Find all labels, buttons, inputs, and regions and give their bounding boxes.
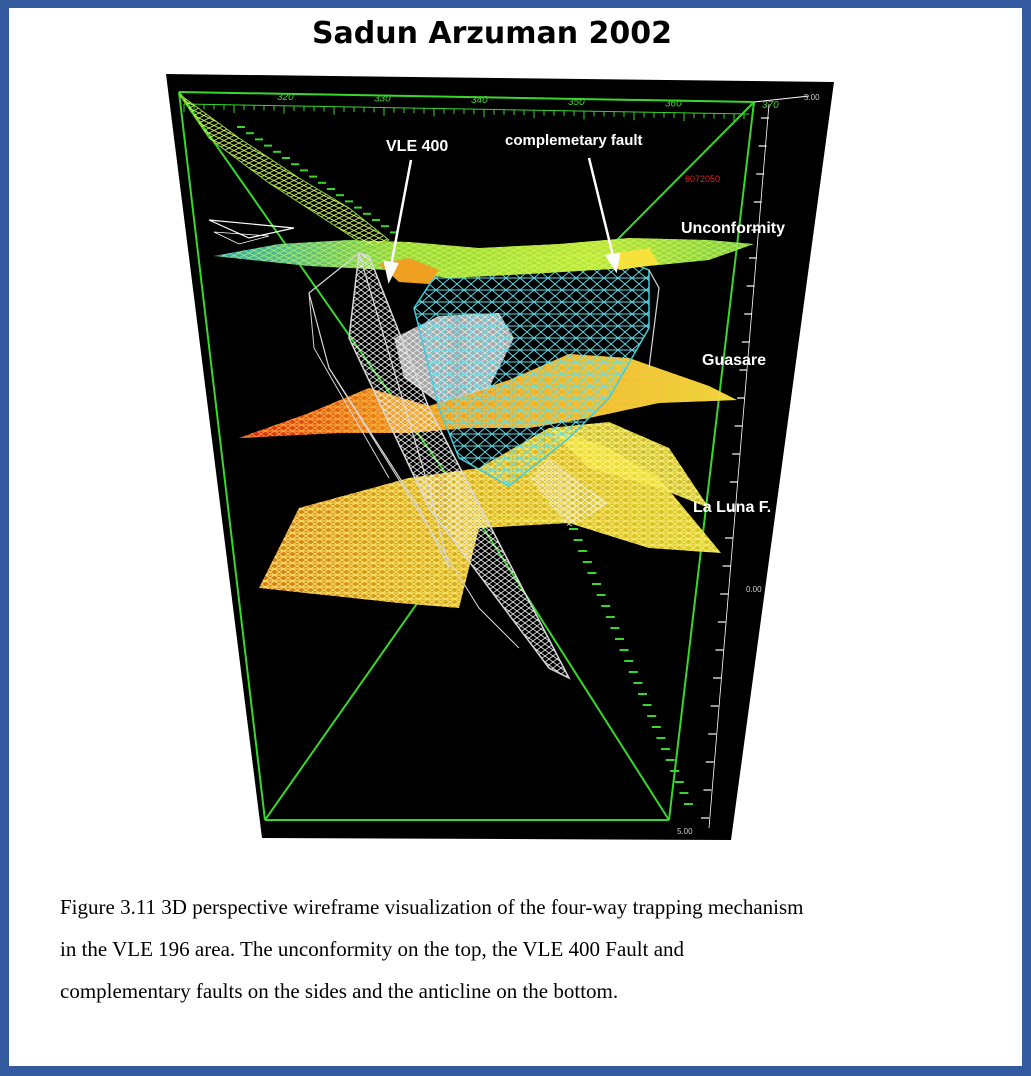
diagonal-tick xyxy=(327,188,335,190)
label-vle400: VLE 400 xyxy=(386,138,448,155)
diagonal-tick xyxy=(587,572,597,574)
top-axis-tick-label: 330 xyxy=(374,94,391,105)
diagonal-tick xyxy=(336,194,344,197)
diagonal-tick xyxy=(309,175,317,178)
diagonal-tick xyxy=(300,169,308,172)
diagonal-tick xyxy=(615,638,624,640)
diagonal-tick xyxy=(638,693,647,695)
figure: 320 330 340 350 360 370 5.00 0.00 5.00 607205… xyxy=(9,8,1022,858)
diagonal-tick xyxy=(573,539,583,541)
diagonal-tick xyxy=(647,715,657,717)
diagonal-tick xyxy=(264,144,272,147)
diagonal-tick xyxy=(679,792,689,794)
wireframe-visualization: 320 330 340 350 360 370 5.00 0.00 5.00 607205… xyxy=(166,74,834,840)
diagonal-tick xyxy=(237,126,245,128)
diagonal-tick xyxy=(670,770,680,772)
diagonal-tick xyxy=(684,803,693,805)
diagonal-tick xyxy=(661,748,670,750)
top-ruler xyxy=(183,103,750,115)
right-value-bottom: 5.00 xyxy=(677,827,693,836)
top-axis-tick-label: 360 xyxy=(665,98,682,109)
page: Sadun Arzuman 2002 xyxy=(9,8,1022,1066)
diagonal-tick xyxy=(619,649,629,651)
top-axis-tick-label: 350 xyxy=(568,97,585,108)
diagonal-tick xyxy=(282,157,290,159)
diagonal-tick xyxy=(651,726,661,728)
diagonal-tick xyxy=(628,671,638,673)
diagonal-tick xyxy=(390,231,398,234)
page-title: Sadun Arzuman 2002 xyxy=(311,16,673,51)
label-guasare: Guasare xyxy=(702,352,766,369)
diagonal-tick xyxy=(372,219,380,221)
top-axis-tick-label: 320 xyxy=(277,92,294,103)
diagonal-tick xyxy=(674,781,684,783)
diagonal-tick xyxy=(291,163,299,166)
annotation-arrows xyxy=(383,157,621,284)
label-laluna: La Luna F. xyxy=(693,499,771,516)
diagonal-tick xyxy=(610,627,620,629)
caption-line-1: Figure 3.11 3D perspective wireframe vis… xyxy=(60,895,804,919)
diagonal-tick xyxy=(605,616,615,618)
diagonal-tick xyxy=(255,138,263,141)
diagonal-tick xyxy=(665,759,675,761)
diagonal-tick xyxy=(354,206,362,209)
label-unconformity: Unconformity xyxy=(681,220,785,237)
diagonal-tick xyxy=(363,212,371,215)
diagonal-tick xyxy=(569,528,578,530)
diagonal-tick xyxy=(381,225,389,228)
diagonal-tick xyxy=(624,660,634,662)
diagonal-tick xyxy=(246,132,254,135)
right-value-top: 5.00 xyxy=(804,93,820,102)
figure-caption: Figure 3.11 3D perspective wireframe vis… xyxy=(60,886,932,1012)
top-axis-tick-label: 370 xyxy=(762,100,779,111)
vle400-fault-plane xyxy=(348,252,571,680)
diagonal-tick xyxy=(656,737,666,739)
top-axis-tick-label: 340 xyxy=(471,95,488,106)
diagonal-tick xyxy=(601,605,611,607)
label-complementary-fault: complemetary fault xyxy=(505,132,643,149)
diagonal-tick xyxy=(642,704,652,706)
diagonal-tick xyxy=(596,594,606,596)
diagonal-tick xyxy=(318,181,326,184)
diagonal-tick xyxy=(633,682,643,684)
diagonal-tick xyxy=(592,583,601,585)
diagonal-tick xyxy=(273,150,281,153)
caption-line-2: in the VLE 196 area. The unconformity on… xyxy=(60,937,685,961)
diagonal-tick xyxy=(345,200,353,203)
diagonal-tick xyxy=(578,550,588,552)
caption-line-3: complementary faults on the sides and th… xyxy=(60,979,619,1003)
right-value-mid: 0.00 xyxy=(746,585,762,594)
diagonal-tick xyxy=(582,561,592,563)
red-value: 6072050 xyxy=(685,174,720,184)
